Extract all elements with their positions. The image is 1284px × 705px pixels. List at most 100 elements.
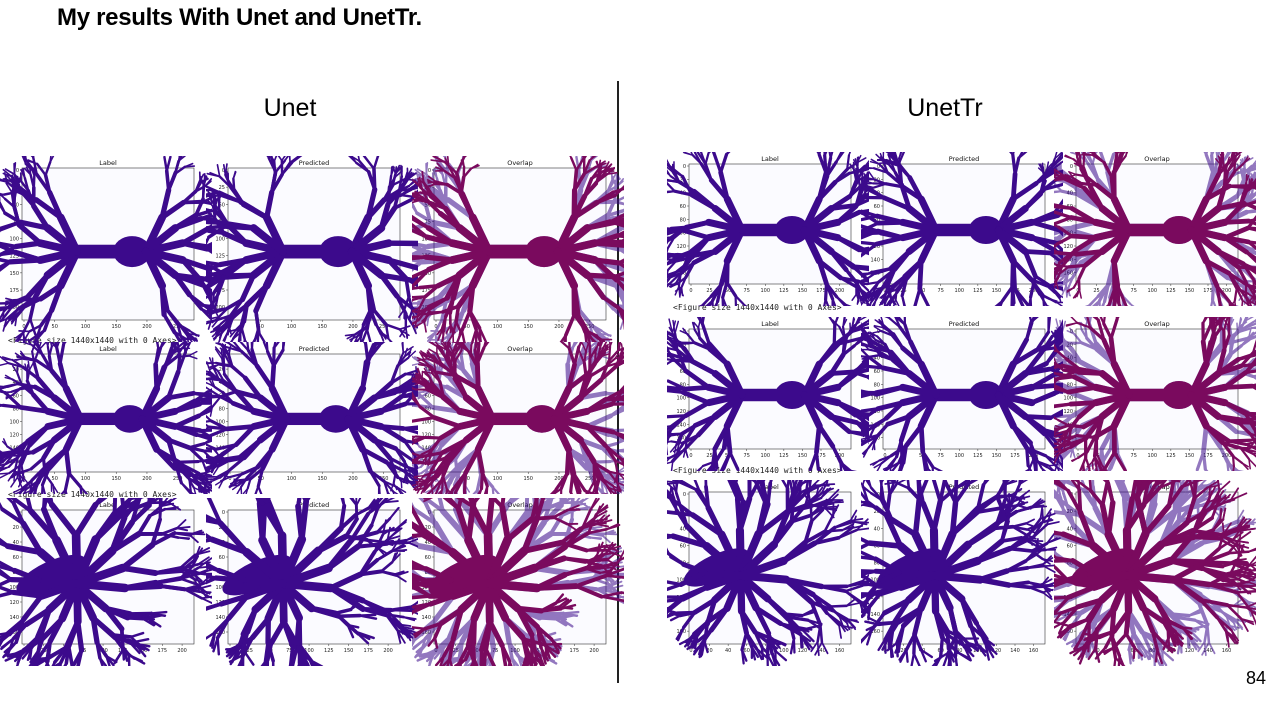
x-tick-label: 120: [992, 648, 1002, 654]
x-tick-label: 0: [689, 288, 692, 294]
y-tick-label: 60: [680, 369, 686, 375]
unettr-row1-overlap-panel: Overlap020406080100120140160025507510012…: [1054, 152, 1256, 306]
y-tick-label: 60: [874, 204, 880, 210]
unet-row2-predicted-panel: Predicted0204060801001201401600501001502…: [206, 342, 418, 494]
y-tick-label: 100: [9, 585, 19, 591]
unet-row2-overlap-panel: Overlap020406080100120140160050100150200…: [412, 342, 624, 494]
y-tick-label: 40: [874, 356, 880, 362]
unettr-row2-label-panel: Label02040608010012014016002550751001251…: [667, 317, 869, 471]
unet-row1-predicted-panel: Predicted0255075100125150175200050100150…: [206, 156, 418, 342]
panel-title: Predicted: [299, 345, 330, 353]
y-tick-label: 120: [215, 433, 225, 439]
y-tick-label: 50: [13, 202, 19, 208]
x-tick-label: 75: [286, 648, 292, 654]
y-tick-label: 80: [1067, 382, 1073, 388]
y-tick-label: 40: [425, 540, 431, 546]
x-tick-label: 140: [816, 648, 826, 654]
x-tick-label: 100: [81, 476, 91, 482]
x-tick-label: 175: [1203, 288, 1213, 294]
x-tick-label: 150: [523, 476, 533, 482]
y-tick-label: 100: [676, 231, 686, 237]
x-tick-label: 50: [464, 324, 470, 330]
unettr-row1-predicted-panel: Predicted0204060801001201401600255075100…: [861, 152, 1063, 306]
y-tick-label: 60: [219, 555, 225, 561]
y-tick-label: 125: [9, 254, 19, 260]
x-tick-label: 25: [247, 648, 253, 654]
y-tick-label: 0: [222, 510, 225, 516]
x-tick-label: 50: [52, 324, 58, 330]
x-tick-label: 40: [725, 648, 731, 654]
x-tick-label: 150: [111, 476, 121, 482]
panel-title: Overlap: [1144, 155, 1170, 163]
segmentation-mask: [206, 342, 418, 494]
column-divider: [617, 81, 619, 683]
segmentation-mask: [412, 498, 624, 666]
y-tick-label: 60: [425, 393, 431, 399]
x-tick-label: 75: [1131, 288, 1137, 294]
x-tick-label: 20: [706, 648, 712, 654]
y-tick-label: 140: [676, 422, 686, 428]
y-tick-label: 0: [16, 168, 19, 174]
unet-row1-label-panel: Label02550751001251501752000501001502002…: [0, 156, 212, 342]
panel-title: Overlap: [507, 501, 533, 509]
y-tick-label: 100: [1063, 396, 1073, 402]
y-tick-label: 100: [676, 578, 686, 584]
x-tick-label: 200: [142, 476, 152, 482]
panel-title: Predicted: [949, 320, 980, 328]
panel-title: Overlap: [1144, 320, 1170, 328]
x-tick-label: 200: [1222, 288, 1232, 294]
unettr-figure-caption-2: <Figure size 1440x1440 with 0 Axes>: [673, 466, 842, 475]
y-tick-label: 140: [215, 615, 225, 621]
x-tick-label: 75: [938, 288, 944, 294]
y-tick-label: 100: [215, 585, 225, 591]
panel-title: Label: [99, 159, 117, 167]
y-tick-label: 40: [13, 540, 19, 546]
y-tick-label: 0: [428, 168, 431, 174]
segmentation-mask: [1054, 317, 1256, 471]
segmentation-mask: [206, 498, 418, 666]
y-tick-label: 0: [1070, 164, 1073, 170]
x-tick-label: 150: [344, 648, 354, 654]
x-tick-label: 0: [434, 324, 437, 330]
y-tick-label: 80: [874, 382, 880, 388]
x-tick-label: 100: [761, 288, 771, 294]
x-tick-label: 200: [383, 648, 393, 654]
y-tick-label: 40: [1067, 526, 1073, 532]
y-tick-label: 120: [421, 600, 431, 606]
segmentation-mask: [1054, 480, 1256, 666]
x-tick-label: 80: [956, 648, 962, 654]
x-tick-label: 175: [1010, 453, 1020, 459]
segmentation-mask: [1054, 152, 1256, 306]
y-tick-label: 140: [870, 612, 880, 618]
x-tick-label: 0: [228, 476, 231, 482]
panel-title: Predicted: [949, 155, 980, 163]
y-tick-label: 20: [874, 509, 880, 515]
x-tick-label: 0: [689, 453, 692, 459]
x-tick-label: 0: [883, 453, 886, 459]
y-tick-label: 0: [683, 164, 686, 170]
x-tick-label: 100: [304, 648, 314, 654]
x-tick-label: 150: [317, 476, 327, 482]
segmentation-mask: [206, 156, 418, 342]
x-tick-label: 200: [348, 476, 358, 482]
x-tick-label: 100: [493, 324, 503, 330]
y-tick-label: 125: [215, 254, 225, 260]
y-tick-label: 50: [425, 202, 431, 208]
y-tick-label: 200: [215, 305, 225, 311]
y-tick-label: 160: [870, 629, 880, 635]
y-tick-label: 0: [222, 168, 225, 174]
x-tick-label: 75: [744, 288, 750, 294]
unettr-row2-predicted-panel: Predicted0204060801001201401600255075100…: [861, 317, 1063, 471]
x-tick-label: 200: [142, 324, 152, 330]
y-tick-label: 175: [9, 288, 19, 294]
y-tick-label: 120: [676, 244, 686, 250]
x-tick-label: 150: [798, 453, 808, 459]
x-tick-label: 125: [324, 648, 334, 654]
x-tick-label: 100: [955, 288, 965, 294]
x-tick-label: 160: [1222, 648, 1232, 654]
x-tick-label: 175: [570, 648, 580, 654]
y-tick-label: 100: [870, 396, 880, 402]
panel-title: Overlap: [507, 345, 533, 353]
y-tick-label: 150: [9, 271, 19, 277]
y-tick-label: 100: [9, 419, 19, 425]
